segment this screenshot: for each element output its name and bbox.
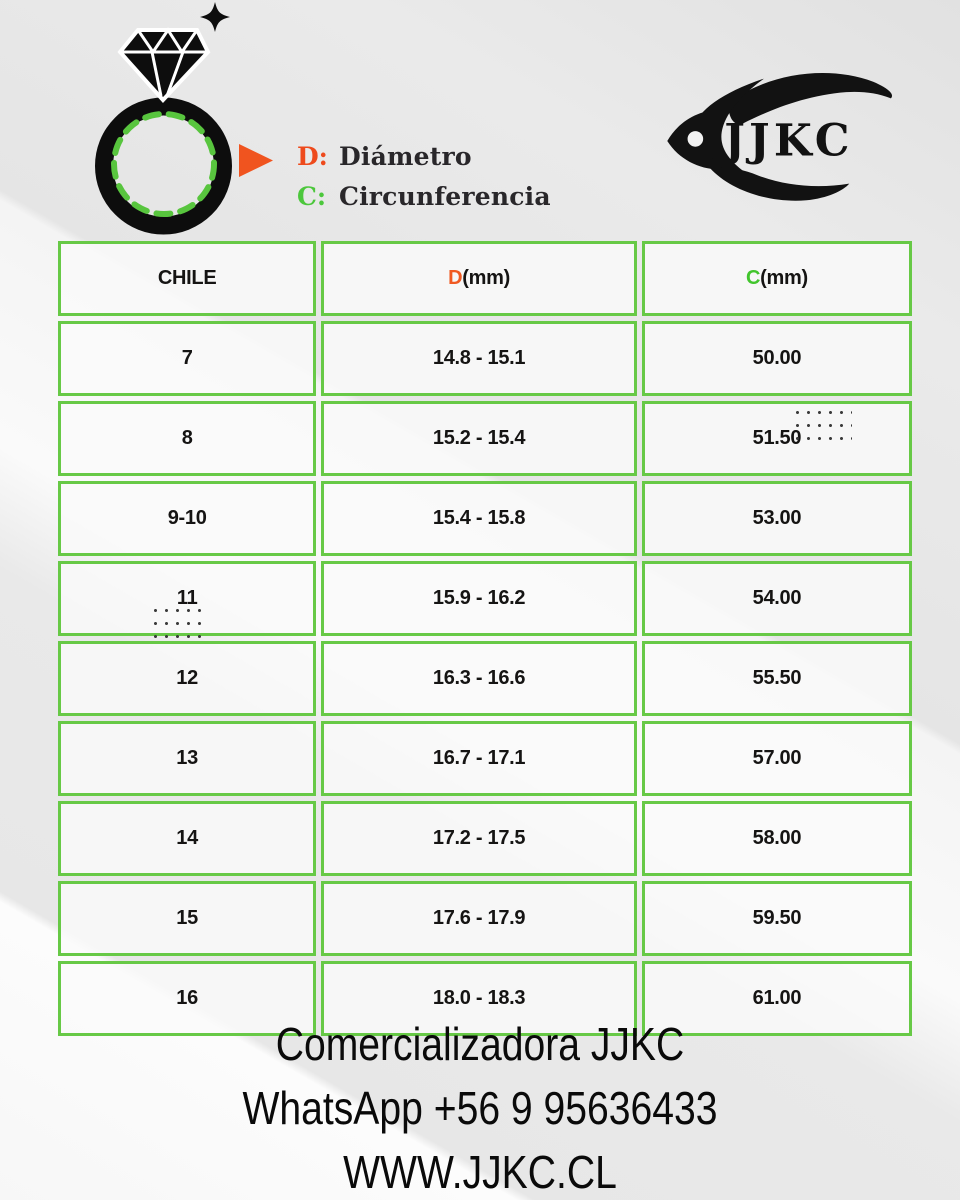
cell-diameter: 18.0 - 18.3	[321, 961, 637, 1036]
whatsapp-number: WhatsApp +56 9 95636433	[242, 1082, 718, 1134]
column-header-chile: CHILE	[58, 241, 317, 316]
jjkc-logo-graphic: JJKC	[667, 73, 893, 201]
legend: D: Diámetro C: Circunferencia	[297, 142, 551, 222]
ring-size-table: CHILE D(mm) C(mm) 7 14.8 - 15.1 50.00 8 …	[53, 236, 917, 1041]
circumference-dashed-circle-icon	[111, 111, 217, 217]
logo-eye-icon	[687, 131, 704, 147]
column-header-chile-label: CHILE	[157, 267, 217, 289]
cell-circumference: 50.00	[641, 321, 912, 396]
cell-size: 9-10	[58, 481, 317, 556]
table-row: 9-10 15.4 - 15.8 53.00	[58, 481, 912, 556]
cell-circumference: 55.50	[641, 641, 912, 716]
cell-size: 11	[58, 561, 317, 636]
logo-bottom-swoosh-icon	[709, 167, 850, 201]
cell-circumference: 59.50	[641, 881, 912, 956]
table-row: 12 16.3 - 16.6 55.50	[58, 641, 912, 716]
cell-diameter: 17.6 - 17.9	[321, 881, 637, 956]
cell-size: 8	[58, 401, 317, 476]
jjkc-logo: JJKC	[660, 66, 920, 216]
cell-circumference: 61.00	[641, 961, 912, 1036]
cell-size: 7	[58, 321, 317, 396]
table-row: 13 16.7 - 17.1 57.00	[58, 721, 912, 796]
legend-key-c: C:	[297, 182, 327, 211]
cell-circumference: 58.00	[641, 801, 912, 876]
footer-contact-block: Comercializadora JJKC WhatsApp +56 9 956…	[0, 1012, 960, 1200]
logo-left-crescent-icon	[692, 78, 764, 178]
cell-circumference: 53.00	[641, 481, 912, 556]
cell-circumference: 54.00	[641, 561, 912, 636]
cell-diameter: 16.3 - 16.6	[321, 641, 637, 716]
ring-diagram	[95, 2, 273, 235]
legend-label-diameter: Diámetro	[339, 142, 472, 171]
table-row: 16 18.0 - 18.3 61.00	[58, 961, 912, 1036]
diameter-arrowhead-icon	[239, 144, 273, 177]
cell-diameter: 14.8 - 15.1	[321, 321, 637, 396]
sparkle-icon	[200, 2, 230, 32]
table-row: 8 15.2 - 15.4 51.50	[58, 401, 912, 476]
table-row: 15 17.6 - 17.9 59.50	[58, 881, 912, 956]
cell-circumference: 57.00	[641, 721, 912, 796]
cell-diameter: 17.2 - 17.5	[321, 801, 637, 876]
cell-size: 12	[58, 641, 317, 716]
cell-diameter: 15.9 - 16.2	[321, 561, 637, 636]
column-header-d-unit: (mm)	[462, 267, 510, 289]
column-header-d-key: D	[448, 267, 463, 289]
cell-diameter: 15.2 - 15.4	[321, 401, 637, 476]
website-url: WWW.JJKC.CL	[343, 1146, 617, 1198]
column-header-c-key: C	[746, 267, 761, 289]
column-header-c-unit: (mm)	[760, 267, 808, 289]
table-row: 14 17.2 - 17.5 58.00	[58, 801, 912, 876]
diamond-icon	[117, 27, 211, 103]
cell-size: 16	[58, 961, 317, 1036]
cell-size: 15	[58, 881, 317, 956]
legend-row-diameter: D: Diámetro	[297, 142, 551, 182]
cell-circumference: 51.50	[641, 401, 912, 476]
logo-top-swoosh-icon	[728, 73, 893, 125]
cell-diameter: 16.7 - 17.1	[321, 721, 637, 796]
column-header-circumference: C(mm)	[641, 241, 912, 316]
column-header-diameter: D(mm)	[321, 241, 637, 316]
legend-key-d: D:	[297, 142, 328, 171]
cell-size: 13	[58, 721, 317, 796]
table-row: 11 15.9 - 16.2 54.00	[58, 561, 912, 636]
legend-label-circumference: Circunferencia	[339, 182, 551, 211]
company-name: Comercializadora JJKC	[275, 1018, 685, 1070]
cell-size: 14	[58, 801, 317, 876]
cell-diameter: 15.4 - 15.8	[321, 481, 637, 556]
logo-text: JJKC	[720, 116, 854, 167]
ring-band-icon	[95, 97, 232, 235]
table-header-row: CHILE D(mm) C(mm)	[58, 241, 912, 316]
legend-row-circumference: C: Circunferencia	[297, 182, 551, 222]
table-row: 7 14.8 - 15.1 50.00	[58, 321, 912, 396]
